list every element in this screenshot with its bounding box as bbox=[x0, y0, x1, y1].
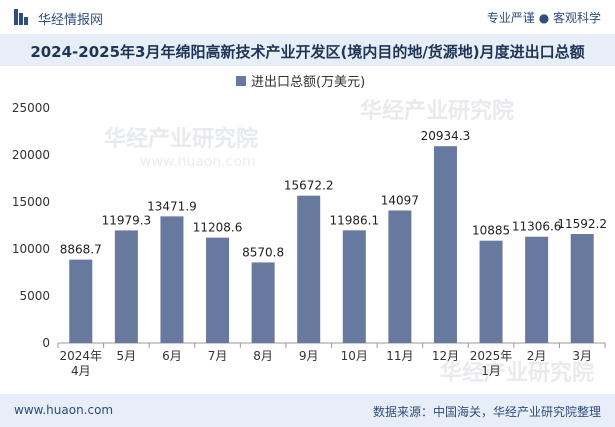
data-label: 11208.6 bbox=[193, 221, 243, 235]
brand-name: 华经情报网 bbox=[38, 13, 104, 28]
huajing-logo-icon bbox=[14, 9, 28, 25]
bar bbox=[251, 262, 275, 343]
legend-label: 进出口总额(万美元) bbox=[251, 75, 365, 90]
data-label: 10885 bbox=[472, 224, 510, 238]
data-label: 8868.7 bbox=[60, 243, 102, 257]
bar bbox=[433, 146, 457, 343]
y-tick-label: 20000 bbox=[12, 148, 50, 162]
bar bbox=[479, 240, 503, 343]
x-tick-label: 4月 bbox=[71, 364, 91, 378]
y-tick-label: 10000 bbox=[12, 242, 50, 256]
x-tick-label: 1月 bbox=[481, 364, 501, 378]
x-tick-label: 2024年 bbox=[60, 349, 103, 363]
data-label: 11979.3 bbox=[102, 213, 152, 227]
bar bbox=[342, 230, 366, 343]
data-label: 8570.8 bbox=[242, 245, 284, 259]
footer-bar: www.huaon.com 数据来源：中国海关，华经产业研究院整理 bbox=[0, 394, 615, 427]
x-tick-label: 10月 bbox=[341, 349, 368, 363]
top-bar: 华经情报网 专业严谨 ● 客观科学 bbox=[0, 0, 615, 34]
y-tick-label: 25000 bbox=[12, 101, 50, 115]
title-bar: 2024-2025年3月年绵阳高新技术产业开发区(境内目的地/货源地)月度进出口… bbox=[0, 34, 615, 66]
data-label: 11306.6 bbox=[512, 220, 562, 234]
watermark-text: www.huaon.com bbox=[140, 154, 256, 170]
x-tick-label: 8月 bbox=[253, 349, 273, 363]
y-tick-label: 15000 bbox=[12, 195, 50, 209]
tagline: 专业严谨 ● 客观科学 bbox=[486, 11, 601, 25]
data-label: 13471.9 bbox=[147, 199, 197, 213]
x-tick-label: 12月 bbox=[432, 349, 459, 363]
watermark-text: 华经产业研究院 bbox=[440, 360, 594, 386]
x-tick-label: 7月 bbox=[208, 349, 228, 363]
x-tick-label: 5月 bbox=[117, 349, 137, 363]
x-tick-label: 11月 bbox=[386, 349, 413, 363]
watermark-text: 华经产业研究院 bbox=[360, 98, 514, 124]
y-tick-label: 0 bbox=[42, 336, 50, 350]
x-tick-label: 2025年 bbox=[470, 349, 513, 363]
watermark-text: 华经产业研究院 bbox=[104, 126, 258, 152]
bar bbox=[297, 195, 321, 343]
bar bbox=[570, 234, 594, 343]
bar bbox=[525, 236, 549, 343]
bar bbox=[114, 230, 138, 343]
bar bbox=[388, 210, 412, 343]
data-label: 15672.2 bbox=[284, 179, 334, 193]
data-label: 11986.1 bbox=[329, 213, 379, 227]
y-tick-label: 5000 bbox=[19, 289, 50, 303]
legend-swatch bbox=[236, 76, 246, 86]
x-tick-label: 9月 bbox=[299, 349, 319, 363]
footer-source: 数据来源：中国海关，华经产业研究院整理 bbox=[372, 405, 601, 419]
bar bbox=[69, 259, 93, 343]
bar bbox=[206, 237, 230, 343]
data-label: 14097 bbox=[381, 193, 419, 207]
bar bbox=[160, 216, 184, 343]
x-tick-label: 2月 bbox=[527, 349, 547, 363]
data-label: 11592.2 bbox=[557, 217, 607, 231]
chart-title: 2024-2025年3月年绵阳高新技术产业开发区(境内目的地/货源地)月度进出口… bbox=[30, 43, 585, 61]
data-label: 20934.3 bbox=[421, 129, 471, 143]
x-tick-label: 3月 bbox=[572, 349, 592, 363]
footer-url: www.huaon.com bbox=[14, 403, 114, 417]
bar-chart: 华经产业研究院华经产业研究院www.huaon.com华经产业研究院进出口总额(… bbox=[12, 75, 607, 386]
x-tick-label: 6月 bbox=[162, 349, 182, 363]
